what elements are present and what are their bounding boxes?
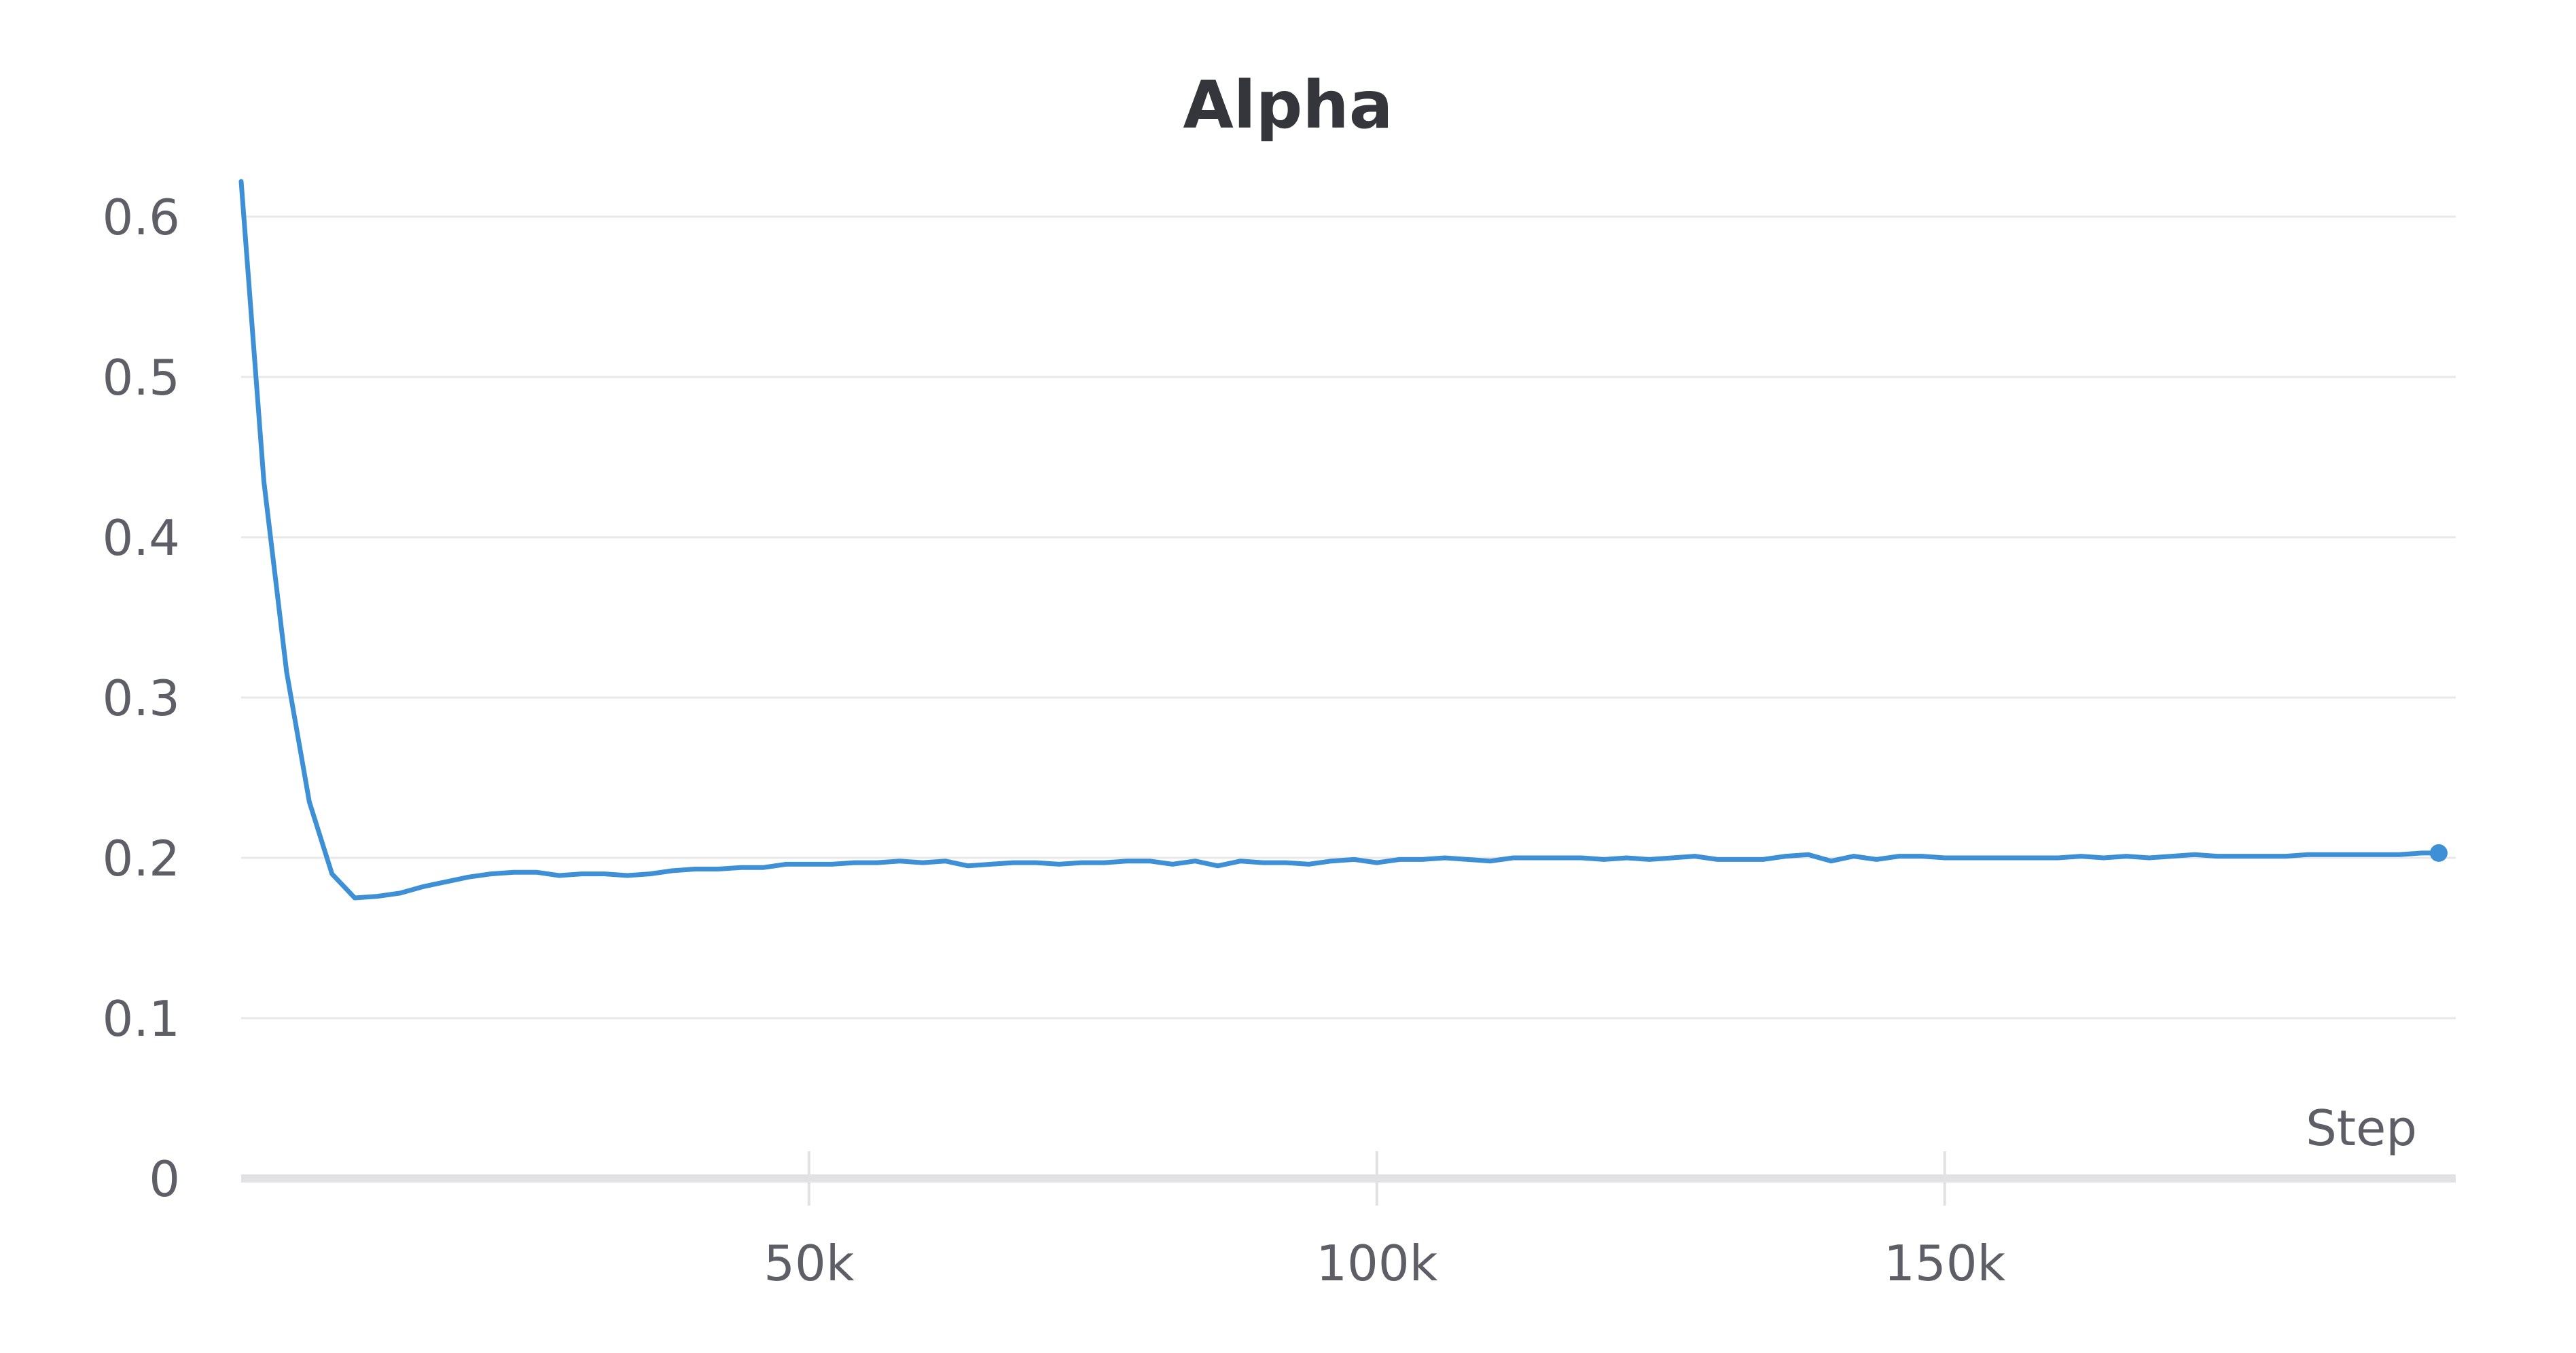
grid-lines bbox=[241, 215, 2456, 1020]
y-tick-label: 0.5 bbox=[102, 349, 180, 406]
series-layer bbox=[238, 179, 2448, 901]
y-tick-label: 0.2 bbox=[102, 830, 180, 887]
x-tick-label: 50k bbox=[764, 1235, 855, 1292]
axes: 0 0.1 0.2 0.3 0.4 0.5 0.6 50k 100k 150k bbox=[102, 189, 2456, 1292]
y-tick-label: 0.3 bbox=[102, 670, 180, 727]
x-axis-label: Step bbox=[2306, 1100, 2417, 1157]
y-tick-label: 0 bbox=[149, 1151, 180, 1208]
x-tick-label: 150k bbox=[1884, 1235, 2005, 1292]
y-tick-label: 0.1 bbox=[102, 990, 180, 1047]
y-tick-label: 0.4 bbox=[102, 509, 180, 566]
last-point-marker[interactable] bbox=[2429, 844, 2448, 862]
y-tick-label: 0.6 bbox=[102, 189, 180, 246]
x-tick-label: 100k bbox=[1316, 1235, 1437, 1292]
chart-title: Alpha bbox=[1183, 67, 1393, 143]
series-line bbox=[238, 179, 2441, 901]
